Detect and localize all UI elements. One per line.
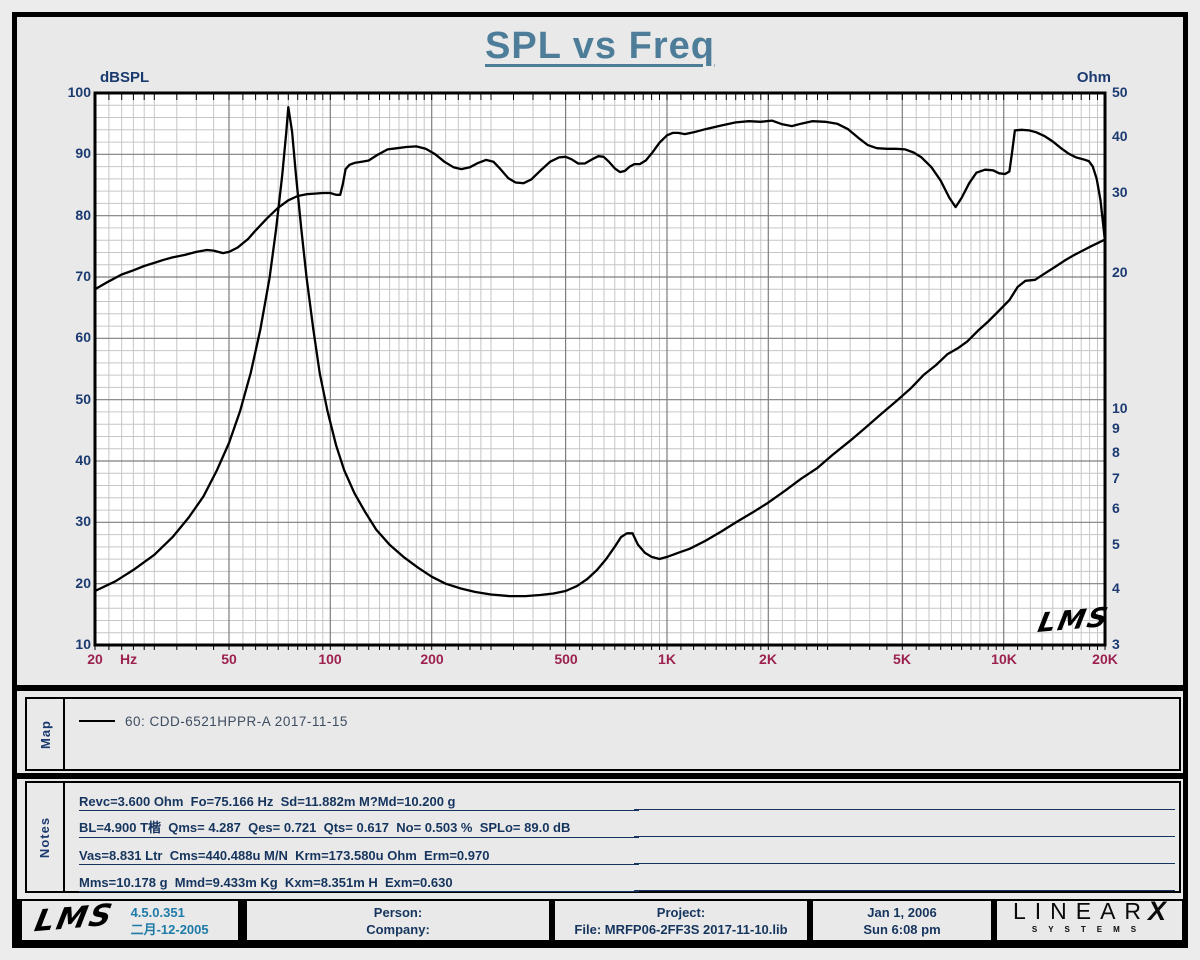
app-version-date: 二月-12-2005: [130, 921, 209, 937]
left-axis-tick: 80: [75, 207, 91, 223]
impedance-curve: [94, 106, 1106, 598]
left-axis-tick: 10: [75, 636, 91, 652]
project-label: Project:: [656, 904, 706, 920]
footer-app-cell: LMS 4.5.0.351 二月-12-2005: [20, 897, 240, 942]
right-axis-tick: 10: [1112, 400, 1128, 416]
company-label: Company:: [366, 921, 430, 937]
note-line: Mms=10.178 g Mmd=9.433m Kg Kxm=8.351m H …: [79, 864, 639, 892]
x-axis-tick: 1K: [658, 651, 676, 667]
plot-area: [93, 91, 1107, 650]
right-axis-unit-label: Ohm: [1076, 69, 1111, 86]
note-rule: [634, 837, 1175, 864]
section-divider: [17, 685, 1183, 691]
left-axis-tick: 100: [67, 84, 91, 100]
right-axis-tick: 7: [1112, 470, 1120, 486]
footer-brand-cell: LINEAR X SYSTEMS: [995, 896, 1184, 942]
left-axis-tick: 30: [75, 513, 91, 529]
x-axis-tick: 20K: [1092, 651, 1118, 667]
legend-text: 60: CDD-6521HPPR-A 2017-11-15: [125, 713, 348, 729]
notes-section-label: Notes: [27, 783, 65, 891]
map-section: Map 60: CDD-6521HPPR-A 2017-11-15: [25, 697, 1181, 771]
note-rule: [634, 810, 1175, 837]
file-label: File: MRFP06-2FF3S 2017-11-10.lib: [574, 921, 788, 937]
linearx-systems-label: SYSTEMS: [1031, 925, 1148, 934]
footer-bar: LMS 4.5.0.351 二月-12-2005 Person: Company…: [17, 896, 1184, 943]
left-axis-tick: 70: [75, 268, 91, 284]
footer-project-cell: Project: File: MRFP06-2FF3S 2017-11-10.l…: [553, 899, 809, 942]
x-axis-tick: 200: [420, 651, 444, 667]
footer-person-cell: Person: Company:: [245, 899, 551, 942]
left-axis-tick: 40: [75, 452, 91, 468]
x-axis-tick: 20: [87, 651, 103, 667]
left-axis-unit-label: dBSPL: [100, 69, 150, 86]
right-axis-tick: 3: [1112, 636, 1120, 652]
footer-date-cell: Jan 1, 2006 Sun 6:08 pm: [811, 899, 993, 942]
left-axis-tick: 60: [75, 329, 91, 345]
right-axis-tick: 5: [1112, 536, 1120, 552]
linearx-logo: LINEAR X: [1012, 896, 1167, 926]
note-line: Revc=3.600 Ohm Fo=75.166 Hz Sd=11.882m M…: [79, 783, 639, 811]
chart-canvas: [93, 91, 1107, 650]
page-frame: SPL vs Freq dBSPL Ohm 100 90 80 70 60 50 40 30 2…: [12, 12, 1188, 948]
person-label: Person:: [373, 904, 423, 920]
footer-date: Jan 1, 2006: [867, 904, 937, 920]
note-rule: [634, 783, 1175, 810]
x-axis-tick: 50: [221, 651, 237, 667]
x-axis-tick: 500: [554, 651, 578, 667]
right-axis-tick: 40: [1112, 128, 1128, 144]
section-divider: [17, 773, 1183, 779]
footer-time: Sun 6:08 pm: [863, 921, 941, 937]
right-axis-tick: 50: [1112, 84, 1128, 100]
app-version: 4.5.0.351: [130, 904, 185, 920]
x-axis-tick: 10K: [991, 651, 1017, 667]
map-section-label: Map: [27, 699, 65, 769]
legend-line-sample: [79, 720, 115, 722]
notes-section: Notes Revc=3.600 Ohm Fo=75.166 Hz Sd=11.…: [25, 781, 1181, 893]
left-axis-tick: 90: [75, 145, 91, 161]
left-axis-tick: 20: [75, 575, 91, 591]
right-axis-tick: 6: [1112, 500, 1120, 516]
x-axis-tick: 5K: [893, 651, 911, 667]
right-axis-tick: 9: [1112, 420, 1120, 436]
x-axis-tick: 100: [318, 651, 342, 667]
legend-item: 60: CDD-6521HPPR-A 2017-11-15: [79, 711, 348, 731]
spl-curve: [94, 119, 1107, 291]
note-rule: [634, 864, 1175, 891]
right-axis-tick: 8: [1112, 444, 1120, 460]
lms-logo-script: LMS: [31, 897, 117, 940]
note-line: Vas=8.831 Ltr Cms=440.488u M/N Krm=173.5…: [79, 837, 639, 865]
right-axis-tick: 4: [1112, 580, 1120, 596]
x-axis-tick: 2K: [759, 651, 777, 667]
right-axis-tick: 30: [1112, 184, 1128, 200]
note-line: BL=4.900 T楷 Qms= 4.287 Qes= 0.721 Qts= 0…: [79, 810, 639, 838]
hz-unit-label: Hz: [120, 651, 138, 667]
chart-title: SPL vs Freq: [485, 25, 715, 67]
left-axis-tick: 50: [75, 391, 91, 407]
right-axis-tick: 20: [1112, 264, 1128, 280]
